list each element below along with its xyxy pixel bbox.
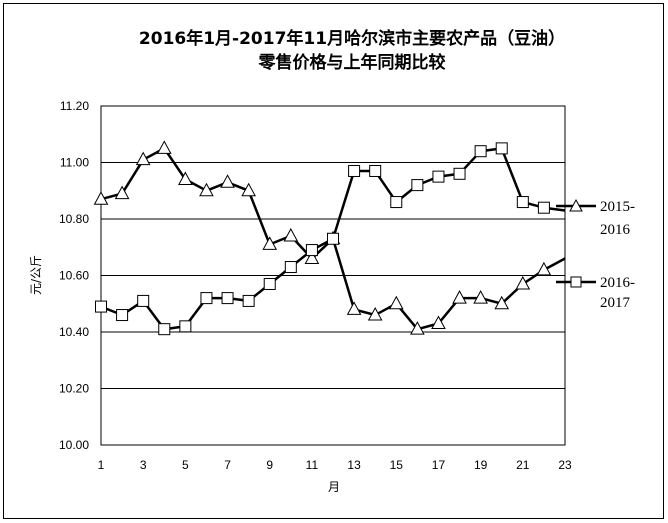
x-tick-label: 9	[266, 458, 273, 472]
triangle-data-point	[536, 261, 552, 276]
square-data-point	[348, 164, 361, 177]
y-tick-labels: 10.00 10.20 10.40 10.60 10.80 11.00 11.20	[59, 99, 89, 452]
x-tick-label: 13	[347, 458, 361, 472]
legend-label-series-2-line2: 2017	[600, 295, 631, 311]
square-data-point	[242, 294, 255, 307]
triangle-data-point	[367, 307, 383, 321]
legend: 2015- 2016 2016- 2017	[556, 198, 635, 311]
square-data-point	[95, 300, 107, 313]
triangle-data-point	[473, 290, 488, 304]
x-tick-label: 3	[140, 458, 147, 472]
x-tick-label: 19	[474, 458, 488, 472]
triangle-data-point	[388, 295, 404, 310]
y-tick-label: 11.20	[60, 99, 89, 113]
square-data-point	[137, 294, 150, 307]
x-tick-label: 23	[558, 458, 572, 472]
square-data-point	[116, 309, 129, 322]
square-data-point	[158, 323, 171, 336]
x-tick-labels: 1 3 5 7 9 11 13 15 17 19 21 23	[98, 458, 572, 472]
triangle-data-point	[220, 174, 235, 188]
square-data-point	[453, 167, 466, 180]
square-data-point	[390, 196, 403, 209]
square-data-point	[179, 320, 192, 333]
y-tick-label: 11.00	[60, 156, 89, 170]
square-data-point	[432, 170, 445, 183]
triangle-data-point	[494, 295, 510, 310]
y-tick-label: 10.60	[59, 269, 89, 283]
triangle-data-point	[283, 227, 299, 242]
y-tick-label: 10.40	[59, 325, 89, 339]
x-tick-label: 5	[182, 458, 189, 472]
square-data-point	[516, 196, 529, 209]
square-data-point	[411, 179, 424, 192]
triangle-data-point	[346, 301, 362, 315]
y-tick-label: 10.00	[59, 438, 89, 452]
triangle-data-point	[452, 290, 467, 304]
x-tick-label: 11	[306, 458, 319, 472]
square-data-point	[495, 142, 508, 155]
triangle-data-point	[241, 182, 256, 197]
triangle-data-point	[199, 182, 214, 197]
y-tick-label: 10.20	[59, 382, 89, 396]
triangle-data-point	[431, 315, 446, 330]
triangle-data-point	[515, 275, 531, 290]
triangle-data-point	[135, 151, 151, 166]
plot-area-border	[100, 105, 566, 446]
square-data-point	[537, 201, 550, 214]
chart-frame	[3, 3, 664, 519]
chart-title-line2: 零售价格与上年同期比较	[258, 52, 446, 73]
triangle-data-point	[262, 236, 278, 250]
square-data-point	[305, 244, 318, 257]
y-axis-label: 元/公斤	[29, 255, 43, 295]
legend-label-series-2-line1: 2016-	[600, 275, 635, 291]
square-data-point	[221, 292, 234, 305]
x-tick-label: 1	[98, 458, 105, 472]
x-tick-label: 15	[390, 458, 404, 472]
triangle-data-point	[114, 185, 130, 200]
triangle-data-point	[93, 191, 109, 205]
square-data-point	[284, 261, 297, 274]
legend-label-series-1-line2: 2016	[600, 222, 631, 238]
x-tick-label: 7	[224, 458, 231, 472]
legend-square-marker	[570, 276, 582, 288]
x-tick-label: 21	[516, 458, 530, 472]
square-data-point	[369, 164, 382, 177]
triangle-data-point	[304, 250, 320, 265]
x-axis-label: 月	[328, 480, 340, 494]
x-tick-label: 17	[432, 458, 446, 472]
triangle-data-point	[410, 321, 425, 335]
chart-title-line1: 2016年1月-2017年11月哈尔滨市主要农产品（豆油）	[139, 28, 565, 49]
legend-label-series-1-line1: 2015-	[600, 199, 635, 215]
square-data-point	[474, 145, 487, 158]
square-data-point	[327, 232, 339, 245]
y-tick-label: 10.80	[59, 212, 89, 226]
series-group	[93, 140, 566, 336]
square-data-point	[200, 292, 213, 305]
triangle-data-point	[178, 171, 193, 185]
square-data-point	[263, 277, 276, 290]
legend-triangle-marker	[569, 198, 583, 212]
triangle-data-point	[156, 140, 172, 154]
